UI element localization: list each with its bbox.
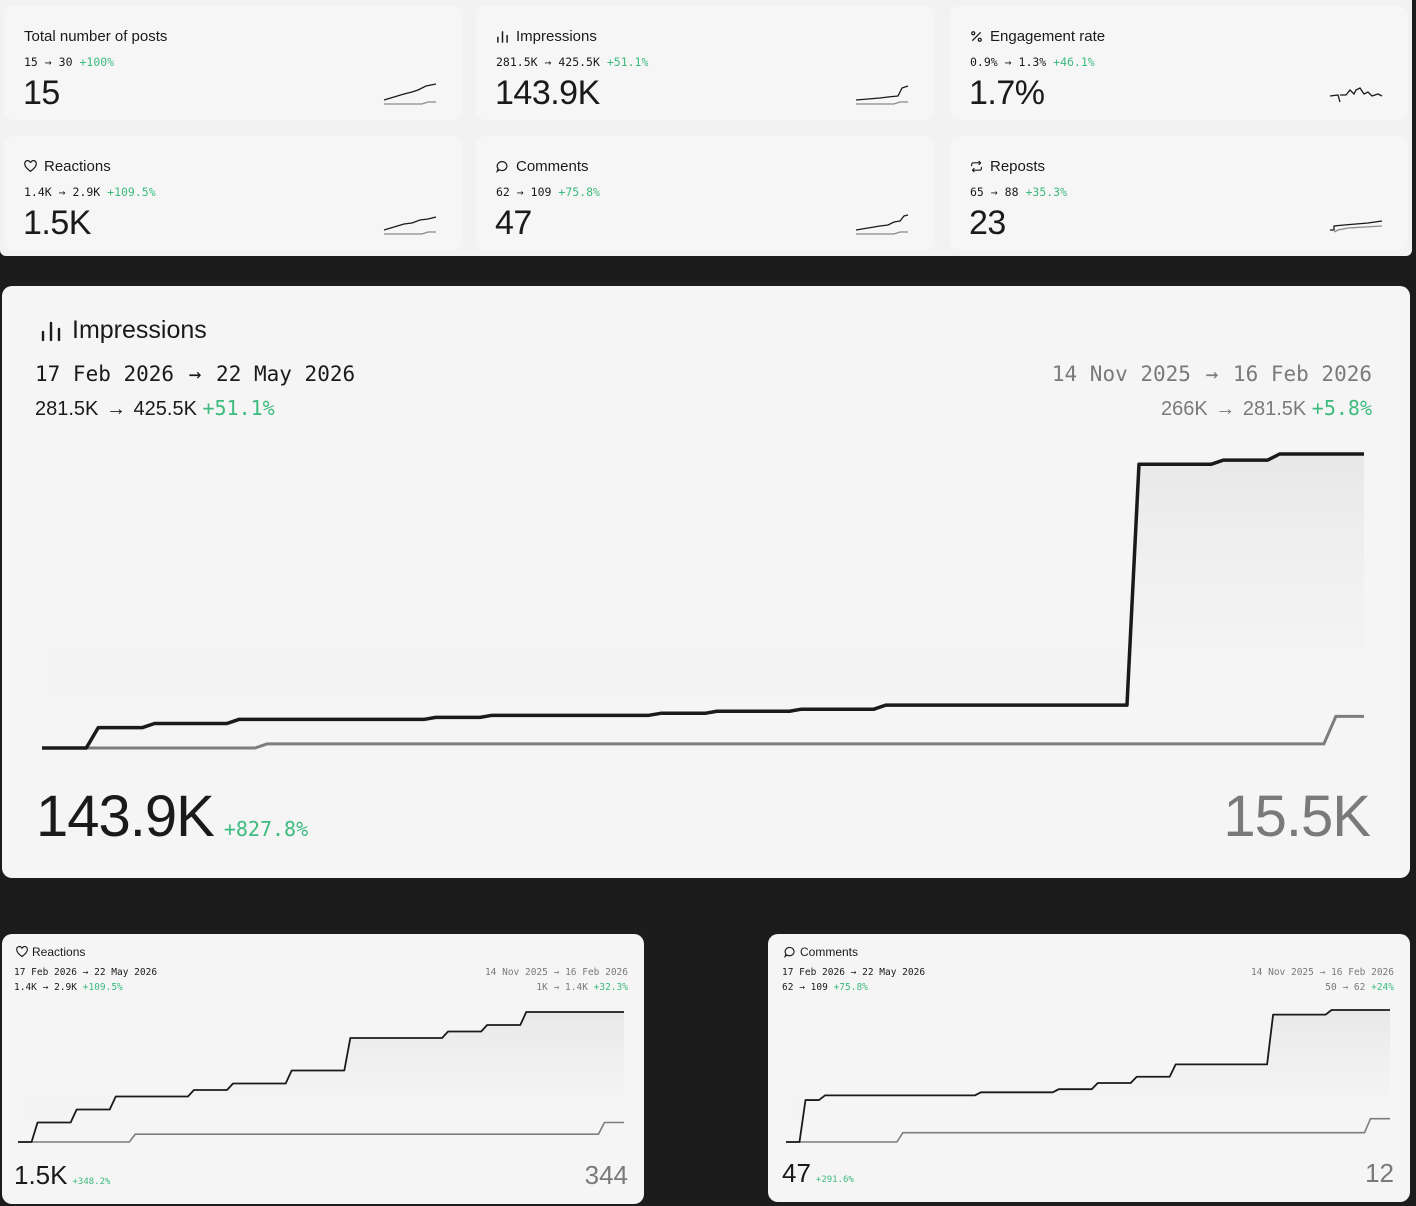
sparkline [855,85,909,105]
current-total-change: +827.8% [223,817,309,841]
current-values: 1.4K → 2.9K +109.5% [14,982,123,993]
previous-values: 1K → 1.4K +32.3% [536,982,628,993]
previous-range: 14 Nov 2025 → 16 Feb 2026 [484,967,628,978]
stat-comparison: 0.9% → 1.3% +46.1% [970,55,1095,69]
sparkline [383,83,437,105]
reactions-panel: Reactions 17 Feb 2026 → 22 May 2026 1.4K… [2,934,644,1204]
current-values: 281.5K → 425.5K +51.1% [35,396,275,420]
previous-total: 15.5K [1223,784,1371,849]
sparkline [1329,87,1383,103]
previous-series-line [42,714,1364,750]
stat-comparison: 1.4K → 2.9K +109.5% [24,185,156,199]
stat-value: 143.9K [495,74,600,112]
impressions-line-chart [42,452,1364,750]
current-range: 17 Feb 2026 → 22 May 2026 [782,967,926,978]
previous-series-line [18,1121,624,1143]
stat-card-comments: Comments 62 → 109 +75.8% 47 [476,136,934,250]
comments-panel-title: Comments [784,945,858,959]
previous-values: 266K → 281.5K +5.8% [1160,396,1372,420]
stat-card-reposts: Reposts 65 → 88 +35.3% 23 [950,136,1408,250]
stat-title: Total number of posts [24,28,168,45]
stat-card-total-number-of-posts: Total number of posts 15 → 30 +100% 15 [4,6,462,120]
comments-panel: Comments 17 Feb 2026 → 22 May 2026 62 → … [768,934,1410,1202]
comment-icon [784,946,795,958]
stat-value: 47 [495,204,532,242]
current-total: 47 +291.6% [782,1158,854,1188]
previous-total: 12 [1365,1158,1394,1188]
sparkline [855,214,909,235]
current-series-area [42,454,1364,748]
stat-value: 1.5K [23,204,91,242]
current-series-line [42,452,1364,750]
stat-card-reactions: Reactions 1.4K → 2.9K +109.5% 1.5K [4,136,462,250]
previous-total: 344 [584,1160,628,1190]
stat-title: Comments [496,158,589,175]
current-values: 62 → 109 +75.8% [782,982,868,993]
stat-title: Impressions [496,28,597,45]
current-total-change: +348.2% [72,1177,111,1187]
percent-icon [970,30,984,44]
current-total-change: +291.6% [815,1175,854,1185]
reactions-line-chart [18,1011,624,1143]
stat-value: 23 [969,204,1006,242]
stat-value: 1.7% [969,74,1045,112]
impressions-panel: Impressions 17 Feb 2026 → 22 May 2026 28… [2,286,1410,878]
comment-icon [496,160,510,174]
sparkline [383,216,437,235]
bar-chart-icon [41,321,61,341]
stat-comparison: 65 → 88 +35.3% [970,185,1068,199]
current-series-line [18,1011,624,1143]
stat-value: 15 [23,74,60,112]
current-total: 1.5K +348.2% [14,1160,111,1190]
current-series-line [786,1009,1390,1143]
stat-card-impressions: Impressions 281.5K → 425.5K +51.1% 143.9K [476,6,934,120]
current-range: 17 Feb 2026 → 22 May 2026 [35,362,356,386]
stat-comparison: 281.5K → 425.5K +51.1% [496,55,649,69]
impressions-panel-title: Impressions [40,316,207,345]
previous-values: 50 → 62 +24% [1325,982,1394,993]
repost-icon [970,160,984,174]
bar-chart-icon [496,30,510,44]
sparkline [1330,220,1383,233]
stat-comparison: 15 → 30 +100% [24,55,115,69]
stat-comparison: 62 → 109 +75.8% [496,185,600,199]
heart-icon [24,159,38,174]
stat-title: Engagement rate [970,28,1105,45]
current-range: 17 Feb 2026 → 22 May 2026 [14,967,158,978]
stat-title: Reactions [24,158,111,175]
current-series-area [786,1010,1390,1142]
current-total: 143.9K +827.8% [36,784,309,849]
reactions-panel-title: Reactions [16,945,85,959]
stat-card-engagement-rate: Engagement rate 0.9% → 1.3% +46.1% 1.7% [950,6,1408,120]
previous-series-line [786,1117,1390,1143]
previous-range: 14 Nov 2025 → 16 Feb 2026 [1250,967,1394,978]
stat-title: Reposts [970,158,1045,175]
previous-range: 14 Nov 2025 → 16 Feb 2026 [1051,362,1372,386]
heart-icon [16,946,28,958]
comments-line-chart [786,1009,1390,1143]
current-series-area [18,1012,624,1142]
